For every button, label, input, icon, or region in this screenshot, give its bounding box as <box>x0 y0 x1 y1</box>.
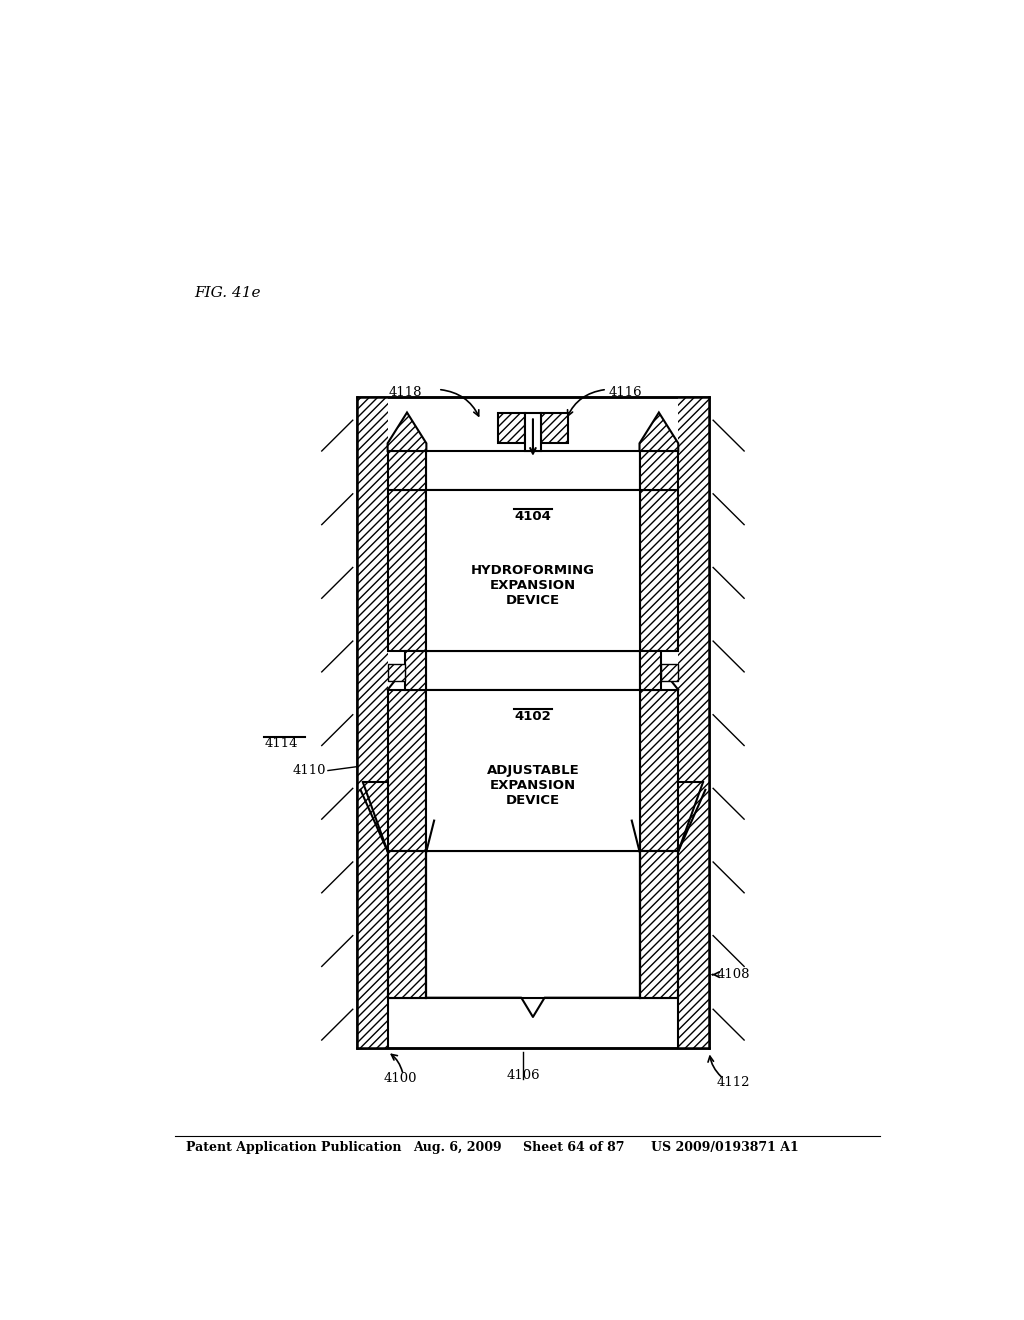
Text: 4100: 4100 <box>384 1072 417 1085</box>
Text: 4104: 4104 <box>514 510 551 523</box>
Bar <box>640 451 678 490</box>
Text: Patent Application Publication: Patent Application Publication <box>186 1142 401 1155</box>
Bar <box>640 851 678 998</box>
Bar <box>388 689 426 851</box>
Bar <box>426 490 640 651</box>
Bar <box>678 397 710 1048</box>
Text: US 2009/0193871 A1: US 2009/0193871 A1 <box>651 1142 799 1155</box>
Bar <box>498 412 525 444</box>
Text: 4112: 4112 <box>717 1076 751 1089</box>
Bar <box>426 651 640 689</box>
Bar <box>426 689 640 851</box>
Bar <box>525 412 541 451</box>
Polygon shape <box>640 412 678 451</box>
Text: FIG. 41e: FIG. 41e <box>194 286 260 300</box>
Bar <box>426 851 640 998</box>
Bar <box>640 851 678 998</box>
Text: 4102: 4102 <box>515 710 551 723</box>
Bar <box>640 651 662 689</box>
Polygon shape <box>388 412 426 451</box>
Bar <box>356 397 710 1048</box>
Bar <box>388 664 404 681</box>
Bar <box>662 664 678 681</box>
Bar <box>388 490 426 651</box>
Bar <box>640 490 678 651</box>
Text: ADJUSTABLE
EXPANSION
DEVICE: ADJUSTABLE EXPANSION DEVICE <box>486 764 580 808</box>
Bar <box>356 397 388 1048</box>
Bar <box>388 451 426 490</box>
Bar <box>541 412 568 444</box>
Text: 4118: 4118 <box>389 385 423 399</box>
Text: 4108: 4108 <box>717 968 751 981</box>
Text: 4114: 4114 <box>264 737 298 750</box>
Bar <box>388 851 426 998</box>
Text: Aug. 6, 2009: Aug. 6, 2009 <box>414 1142 502 1155</box>
Text: 4106: 4106 <box>507 1069 540 1082</box>
Bar <box>640 689 678 851</box>
Bar <box>426 851 640 998</box>
Text: 4110: 4110 <box>293 764 327 777</box>
Text: HYDROFORMING
EXPANSION
DEVICE: HYDROFORMING EXPANSION DEVICE <box>471 564 595 607</box>
Text: Sheet 64 of 87: Sheet 64 of 87 <box>523 1142 625 1155</box>
Text: 4116: 4116 <box>608 385 642 399</box>
Bar <box>388 851 426 998</box>
Bar <box>404 651 426 689</box>
Bar <box>426 451 640 490</box>
